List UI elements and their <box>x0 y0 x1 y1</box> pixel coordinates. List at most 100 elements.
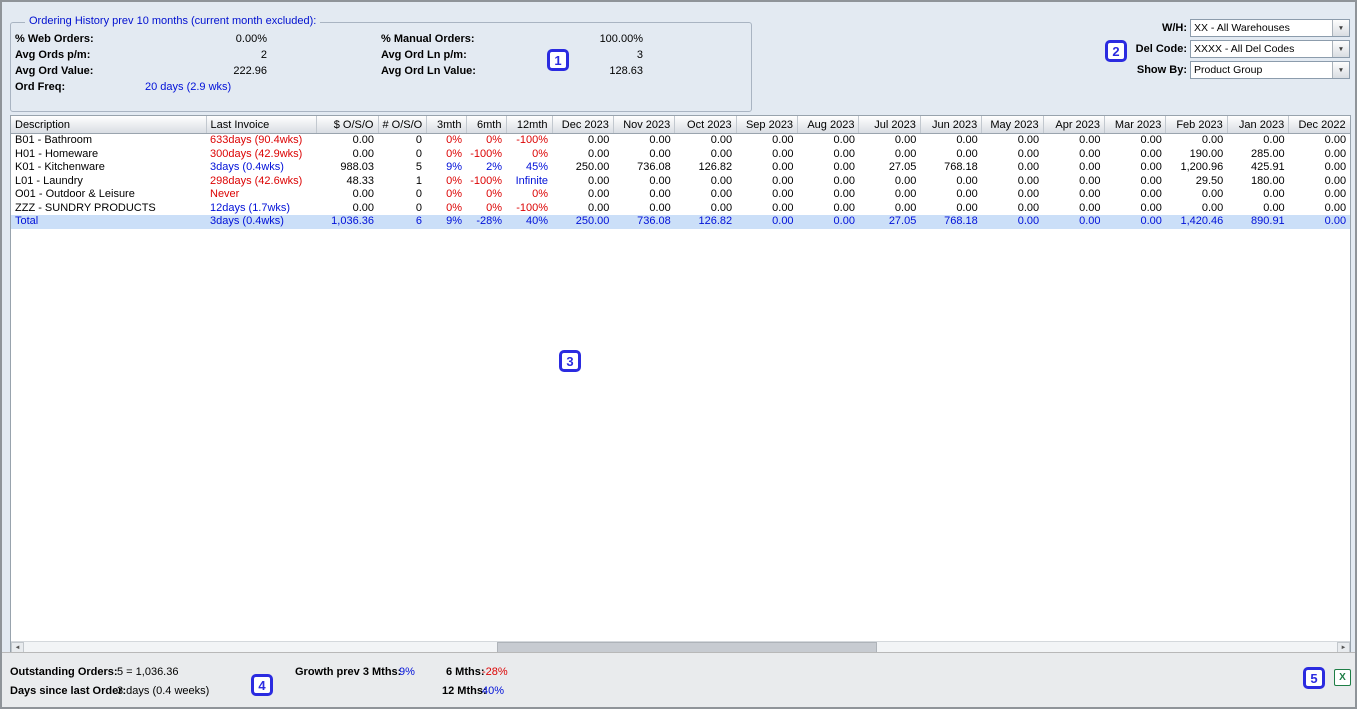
chevron-down-icon[interactable]: ▼ <box>1332 41 1349 57</box>
cell: 0.00 <box>833 134 855 147</box>
cell: 0.00 <box>1079 161 1101 174</box>
cell: 0% <box>486 188 502 201</box>
column-header-dec-2022[interactable]: Dec 2022 <box>1288 116 1350 134</box>
stat-value: 0.00% <box>235 33 267 45</box>
cell: 0 <box>415 188 422 201</box>
cell: 633days (90.4wks) <box>210 134 303 147</box>
cell: 0.00 <box>1263 188 1285 201</box>
cell: 0.00 <box>956 134 978 147</box>
stat-value: 2 <box>260 49 267 61</box>
ordering-history-legend: Ordering History prev 10 months (current… <box>25 15 321 27</box>
cell: 0% <box>486 201 502 214</box>
del-code-select[interactable]: XXXX - All Del Codes ▼ <box>1190 40 1350 58</box>
cell: 0.00 <box>1017 147 1040 160</box>
cell: Never <box>210 188 240 201</box>
column-header-description[interactable]: Description <box>11 116 207 134</box>
cell: 48.33 <box>346 174 374 187</box>
annotation-badge-5: 5 <box>1303 667 1325 689</box>
show-by-select[interactable]: Product Group ▼ <box>1190 61 1350 79</box>
column-header-12mth[interactable]: 12mth <box>506 116 553 134</box>
column-header-jul-2023[interactable]: Jul 2023 <box>858 116 921 134</box>
cell: 0.00 <box>587 134 610 147</box>
column-header-may-2023[interactable]: May 2023 <box>981 116 1044 134</box>
cell: 0.00 <box>649 147 671 160</box>
column-header-jan-2023[interactable]: Jan 2023 <box>1227 116 1290 134</box>
cell: 1 <box>415 174 422 187</box>
filter-row-del-code: Del Code: XXXX - All Del Codes ▼ <box>1121 40 1350 58</box>
stat-label: Avg Ord Value: <box>15 65 94 77</box>
column-header-o-s-o[interactable]: $ O/S/O <box>316 116 379 134</box>
cell: 0.00 <box>1324 188 1347 201</box>
cell: 0.00 <box>894 147 917 160</box>
cell: 180.00 <box>1251 174 1285 187</box>
cell: 0.00 <box>1017 174 1040 187</box>
cell: 0.00 <box>1017 161 1040 174</box>
stat-label: Avg Ord Ln p/m: <box>381 49 467 61</box>
cell: ZZZ - SUNDRY PRODUCTS <box>15 201 156 214</box>
table-row[interactable]: K01 - Kitchenware 3days (0.4wks) 988.03 5 9%… <box>11 161 1350 175</box>
cell: 0.00 <box>833 215 855 228</box>
cell: 736.08 <box>637 161 671 174</box>
cell: 0.00 <box>1140 188 1162 201</box>
cell: 0.00 <box>1017 134 1040 147</box>
cell: O01 - Outdoor & Leisure <box>15 188 135 201</box>
column-header-6mth[interactable]: 6mth <box>466 116 507 134</box>
cell: 6 <box>415 215 422 228</box>
stat-avg-order-line-value: Avg Ord Ln Value: 128.63 <box>381 63 643 79</box>
cell: 0.00 <box>956 201 978 214</box>
column-header-sep-2023[interactable]: Sep 2023 <box>736 116 799 134</box>
cell: 2% <box>486 161 502 174</box>
table-row[interactable]: L01 - Laundry 298days (42.6wks) 48.33 1 0% -1… <box>11 175 1350 189</box>
cell: 0% <box>532 188 548 201</box>
warehouse-label: W/H: <box>1161 22 1187 34</box>
column-header-apr-2023[interactable]: Apr 2023 <box>1043 116 1106 134</box>
table-row[interactable]: O01 - Outdoor & Leisure Never 0.00 0 0% 0% 0% 0… <box>11 188 1350 202</box>
stat-value: 128.63 <box>609 65 643 77</box>
cell: 0.00 <box>710 188 733 201</box>
column-header-last-invoice[interactable]: Last Invoice <box>206 116 317 134</box>
cell: 0.00 <box>587 174 610 187</box>
column-header-feb-2023[interactable]: Feb 2023 <box>1165 116 1228 134</box>
cell: 0.00 <box>1324 174 1347 187</box>
cell: 0.00 <box>1324 215 1347 228</box>
ordering-history-right-stats: % Manual Orders: 100.00% Avg Ord Ln p/m:… <box>381 31 643 79</box>
annotation-badge-4: 4 <box>251 674 273 696</box>
column-header-jun-2023[interactable]: Jun 2023 <box>920 116 983 134</box>
cell: 9% <box>446 161 462 174</box>
warehouse-select[interactable]: XX - All Warehouses ▼ <box>1190 19 1350 37</box>
cell: 0.00 <box>772 161 794 174</box>
column-header-o-s-o[interactable]: # O/S/O <box>378 116 427 134</box>
column-header-mar-2023[interactable]: Mar 2023 <box>1104 116 1167 134</box>
cell: 0.00 <box>1140 147 1162 160</box>
column-header-3mth[interactable]: 3mth <box>426 116 467 134</box>
ordering-history-table: Description Last Invoice $ O/S/O # O/S/O 3mt… <box>11 116 1350 229</box>
cell: 0.00 <box>772 147 794 160</box>
cell: 0.00 <box>352 188 374 201</box>
column-header-dec-2023[interactable]: Dec 2023 <box>552 116 614 134</box>
table-row[interactable]: B01 - Bathroom 633days (90.4wks) 0.00 0 0% 0%… <box>11 134 1350 148</box>
cell: 1,200.96 <box>1180 161 1224 174</box>
cell: 0% <box>446 134 462 147</box>
filter-row-show-by: Show By: Product Group ▼ <box>1121 61 1350 79</box>
cell: 0.00 <box>956 188 978 201</box>
table-row[interactable]: H01 - Homeware 300days (42.9wks) 0.00 0 0% -1… <box>11 148 1350 162</box>
table-total-row[interactable]: Total 3days (0.4wks) 1,036.36 6 9% -28% 40% 250… <box>11 215 1350 229</box>
column-header-nov-2023[interactable]: Nov 2023 <box>613 116 676 134</box>
ordering-history-panel: Ordering History prev 10 months (current… <box>10 15 752 112</box>
outstanding-orders-label: Outstanding Orders: <box>10 666 118 678</box>
chevron-down-icon[interactable]: ▼ <box>1332 20 1349 36</box>
column-header-aug-2023[interactable]: Aug 2023 <box>797 116 860 134</box>
cell: 0.00 <box>833 174 855 187</box>
table-row[interactable]: ZZZ - SUNDRY PRODUCTS 12days (1.7wks) 0.00… <box>11 202 1350 216</box>
outstanding-orders-value: 5 = 1,036.36 <box>117 666 179 678</box>
cell: 0.00 <box>352 201 374 214</box>
excel-export-icon[interactable]: X <box>1334 669 1351 686</box>
growth-3m-value: 9% <box>399 666 415 678</box>
cell: 0.00 <box>1324 201 1347 214</box>
column-header-oct-2023[interactable]: Oct 2023 <box>674 116 737 134</box>
chevron-down-icon[interactable]: ▼ <box>1332 62 1349 78</box>
annotation-badge-2: 2 <box>1105 40 1127 62</box>
cell: 0.00 <box>352 147 374 160</box>
cell: 126.82 <box>698 161 733 174</box>
cell: 0.00 <box>1017 201 1040 214</box>
